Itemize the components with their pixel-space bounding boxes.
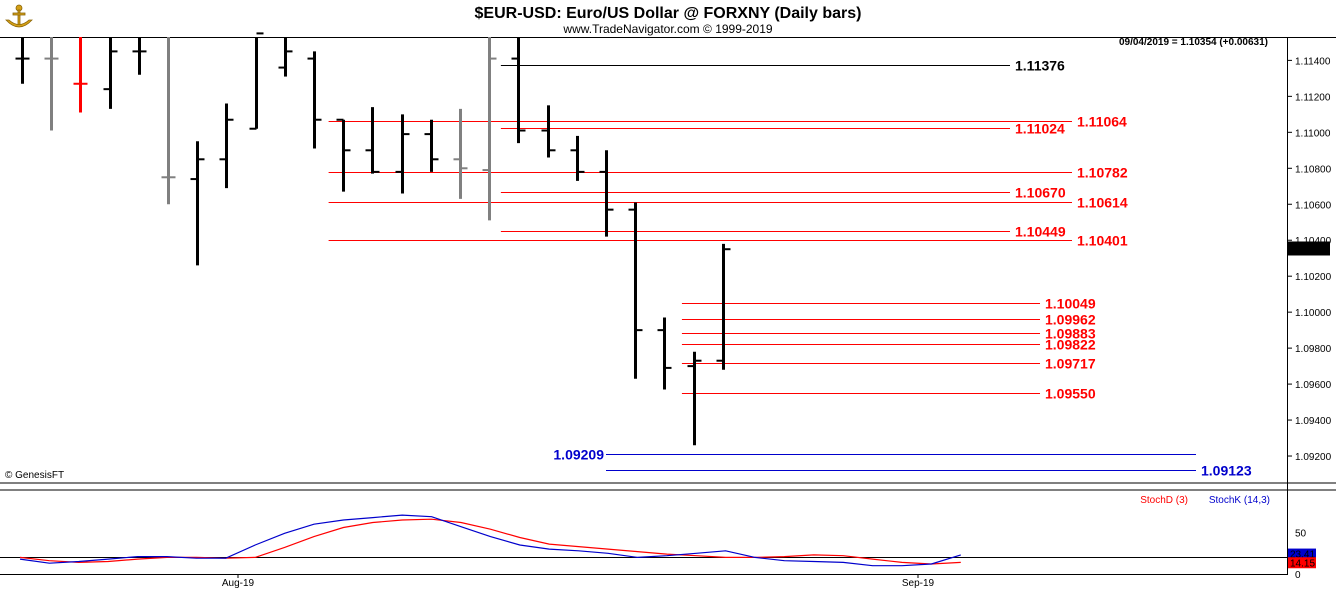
ohlc-bar <box>424 119 439 172</box>
legend-stochd: StochD (3) <box>1140 495 1188 506</box>
ohlc-bar <box>219 103 234 189</box>
ohlc-bar <box>161 37 176 205</box>
price-tick-label: 1.11200 <box>1295 92 1331 103</box>
stoch-axis: 50 0 <box>0 529 1307 581</box>
stoch-d-last-bg <box>1288 557 1316 569</box>
logo <box>2 2 38 32</box>
level-label: 1.09883 <box>1045 326 1096 342</box>
ohlc-bar <box>716 243 731 370</box>
ohlc-bar <box>657 317 672 390</box>
price-tick-label: 1.09200 <box>1295 452 1332 463</box>
quote-readout: 09/04/2019 = 1.10354 (+0.00631) <box>1119 37 1268 48</box>
price-tick-label: 1.10000 <box>1295 308 1332 319</box>
ohlc-bar <box>365 107 380 174</box>
x-tick-label: Aug-19 <box>222 578 255 589</box>
price-tick-label: 1.11000 <box>1295 128 1331 139</box>
ohlc-bar <box>103 37 118 109</box>
stoch-k-last-label: 23.41 <box>1290 550 1315 561</box>
chart-title: $EUR-USD: Euro/US Dollar @ FORXNY (Daily… <box>475 5 862 22</box>
price-tick-label: 1.09600 <box>1295 380 1332 391</box>
ohlc-bar <box>336 118 351 192</box>
level-label: 1.10449 <box>1015 224 1066 240</box>
x-axis: Aug-19 Sep-19 <box>222 574 935 589</box>
ohlc-bar <box>15 37 30 84</box>
level-label: 1.11064 <box>1077 114 1127 130</box>
stoch-legend: StochD (3) StochK (14,3) <box>1140 495 1270 506</box>
level-label: 1.09822 <box>1045 337 1096 353</box>
credit-text: © GenesisFT <box>5 470 64 481</box>
price-tick-label: 1.11400 <box>1295 56 1331 67</box>
level-label: 1.10670 <box>1015 185 1066 201</box>
price-tick-label: 1.10600 <box>1295 200 1332 211</box>
chart-subtitle: www.TradeNavigator.com © 1999-2019 <box>562 22 772 36</box>
legend-stochk: StochK (14,3) <box>1209 495 1270 506</box>
ohlc-bar <box>687 351 702 446</box>
level-label: 1.11024 <box>1015 121 1065 137</box>
ohlc-bar <box>132 37 147 75</box>
level-label: 1.10049 <box>1045 296 1096 312</box>
stoch-k-last-bg <box>1288 548 1316 560</box>
price-panel <box>0 37 1287 483</box>
ohlc-bar <box>482 37 497 221</box>
last-price-box: 1.10354 <box>1288 241 1330 256</box>
ohlc-bar <box>395 114 410 194</box>
last-price-bg <box>1288 241 1330 256</box>
price-axis: 1.114001.112001.110001.108001.106001.104… <box>1287 56 1332 463</box>
level-label: 1.09962 <box>1045 312 1096 328</box>
ohlc-bar <box>190 141 205 266</box>
price-tick-label: 1.09800 <box>1295 344 1332 355</box>
price-tick-label: 1.09400 <box>1295 416 1332 427</box>
level-label: 1.09209 <box>553 447 604 463</box>
level-label: 1.09123 <box>1201 463 1252 479</box>
stoch-tick-label: 50 <box>1295 529 1307 540</box>
level-label: 1.09717 <box>1045 356 1096 372</box>
ohlc-bar <box>511 37 526 144</box>
stoch-tick-label: 0 <box>1295 570 1301 581</box>
level-label: 1.09550 <box>1045 386 1096 402</box>
ohlc-bar <box>570 135 585 181</box>
levels-layer: 1.11376 1.11064 1.11024 1.10782 1.10670 1.106… <box>328 58 1252 479</box>
ohlc-bar <box>599 150 614 237</box>
ohlc-bar <box>249 32 264 130</box>
level-label: 1.10614 <box>1077 195 1128 211</box>
gold-anchor-logo <box>5 4 33 28</box>
level-label: 1.11376 <box>1015 58 1065 74</box>
price-tick-label: 1.10800 <box>1295 164 1332 175</box>
bars-layer <box>15 32 731 446</box>
x-tick-label: Sep-19 <box>902 578 935 589</box>
level-label: 1.10782 <box>1077 165 1128 181</box>
ohlc-bar <box>278 37 293 77</box>
stoch-d-last-label: 14.15 <box>1290 558 1315 569</box>
level-label: 1.10401 <box>1077 233 1128 249</box>
ohlc-bar <box>628 202 643 379</box>
ohlc-bar <box>453 108 468 199</box>
last-price-label: 1.10354 <box>1290 244 1327 255</box>
ohlc-bar <box>73 37 88 113</box>
ohlc-bar <box>44 37 59 131</box>
ohlc-bar <box>541 105 556 158</box>
stoch-series-line <box>19 514 961 567</box>
ohlc-bar <box>307 51 322 149</box>
price-tick-label: 1.10200 <box>1295 272 1332 283</box>
